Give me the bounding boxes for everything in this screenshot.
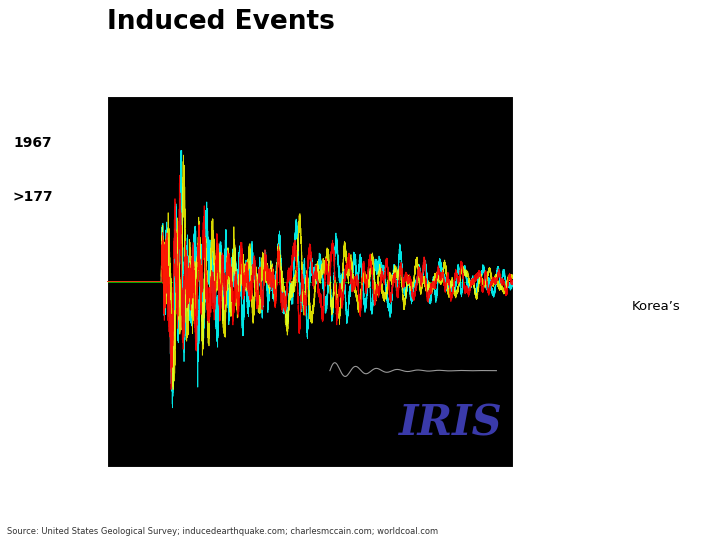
Text: Korea’s: Korea’s <box>631 300 680 314</box>
Text: >177: >177 <box>13 190 53 204</box>
Text: Source: United States Geological Survey; inducedearthquake.com; charlesmccain.co: Source: United States Geological Survey;… <box>7 526 438 536</box>
Text: 1967: 1967 <box>13 136 52 150</box>
Text: Induced Events: Induced Events <box>107 9 334 35</box>
Title: 2006 (black), 2009 (cyan), 2013 (yellow), 2016 (red) Recorded at GSN Station IC.: 2006 (black), 2009 (cyan), 2013 (yellow)… <box>89 81 531 91</box>
X-axis label: Approximate Time After Detonation (min): Approximate Time After Detonation (min) <box>171 496 448 509</box>
Text: IRIS: IRIS <box>399 403 503 445</box>
Y-axis label: Up-Down Ground Motion (micron/sec): Up-Down Ground Motion (micron/sec) <box>47 171 60 393</box>
